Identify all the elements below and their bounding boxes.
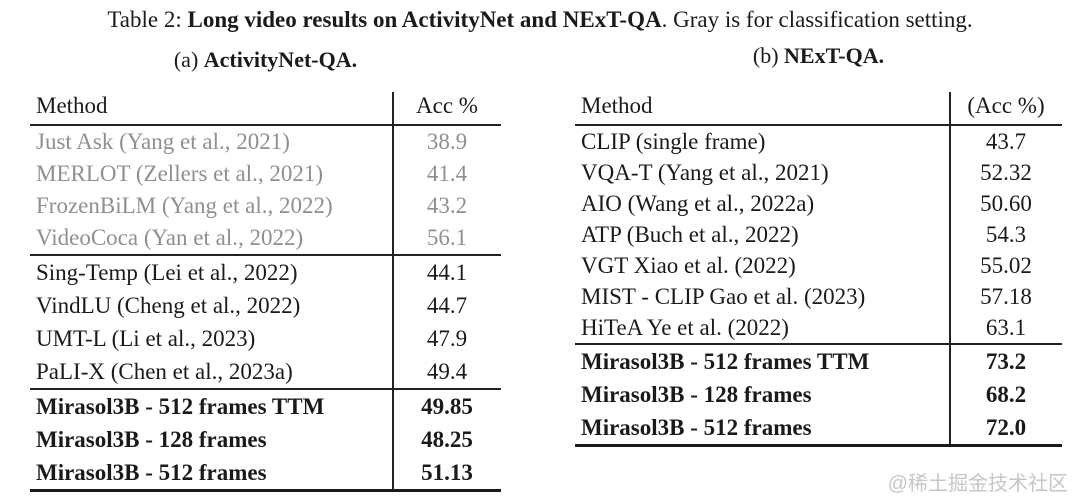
method-cell: MIST - CLIP Gao et al. (2023) (581, 284, 866, 309)
watermark: @稀土掘金技术社区 (887, 473, 1068, 495)
acc-cell: 43.7 (985, 129, 1027, 154)
acc-cell: 50.60 (980, 191, 1032, 216)
acc-cell: 38.9 (426, 129, 468, 154)
method-cell: AIO (Wang et al., 2022a) (581, 191, 815, 216)
method-cell: PaLI-X (Chen et al., 2023a) (36, 359, 293, 384)
subcaption-a-period: . (351, 47, 358, 72)
baselines-section: CLIP (single frame) 43.7 VQA-T (Yang et … (575, 126, 1062, 345)
header-method: Method (36, 93, 108, 118)
header-method: Method (581, 93, 653, 118)
method-cell: VideoCoca (Yan et al., 2022) (36, 225, 304, 250)
nextqa-table: Method (Acc %) CLIP (single frame) 43.7 … (575, 88, 1062, 447)
table-row: MERLOT (Zellers et al., 2021) 41.4 (30, 158, 501, 190)
table-caption: Table 2: Long video results on ActivityN… (0, 5, 1080, 35)
method-cell: Mirasol3B - 512 frames (581, 415, 812, 440)
table-row: AIO (Wang et al., 2022a) 50.60 (575, 188, 1062, 219)
acc-cell: 44.1 (426, 260, 468, 285)
method-cell: Mirasol3B - 512 frames (36, 460, 267, 485)
acc-cell: 55.02 (980, 253, 1032, 278)
acc-cell: 47.9 (426, 326, 468, 351)
method-cell: HiTeA Ye et al. (2022) (581, 315, 789, 340)
acc-cell: 54.3 (985, 222, 1027, 247)
table-row: Mirasol3B - 128 frames 48.25 (30, 423, 501, 456)
table-row: VGT Xiao et al. (2022) 55.02 (575, 250, 1062, 281)
caption-bold-text: Long video results on ActivityNet and NE… (187, 7, 662, 32)
acc-cell: 56.1 (426, 225, 468, 250)
method-cell: Just Ask (Yang et al., 2021) (36, 129, 290, 154)
method-cell: MERLOT (Zellers et al., 2021) (36, 161, 324, 186)
table-header: Method (Acc %) (575, 88, 1062, 126)
acc-cell: 73.2 (985, 349, 1027, 374)
method-cell: VQA-T (Yang et al., 2021) (581, 160, 829, 185)
subcaption-a: (a) ActivityNet-QA. (30, 46, 501, 74)
method-cell: Mirasol3B - 512 frames TTM (581, 349, 870, 374)
acc-cell: 41.4 (426, 161, 468, 186)
mirasol-section: Mirasol3B - 512 frames TTM 73.2 Mirasol3… (575, 345, 1062, 447)
table-row: MIST - CLIP Gao et al. (2023) 57.18 (575, 281, 1062, 312)
caption-prefix: Table 2: (107, 7, 188, 32)
acc-cell: 51.13 (421, 460, 473, 485)
method-cell: Sing-Temp (Lei et al., 2022) (36, 260, 298, 285)
method-cell: ATP (Buch et al., 2022) (581, 222, 799, 247)
header-acc: Acc % (416, 93, 478, 118)
acc-cell: 68.2 (985, 382, 1027, 407)
caption-suffix: . Gray is for classification setting. (661, 7, 973, 32)
subcaption-b-title: NExT-QA (784, 43, 879, 68)
acc-cell: 52.32 (980, 160, 1032, 185)
table-row: VindLU (Cheng et al., 2022) 44.7 (30, 289, 501, 322)
subcaption-b-period: . (878, 43, 885, 68)
subcaption-b: (b) NExT-QA. (575, 42, 1062, 70)
acc-cell: 49.85 (421, 394, 473, 419)
table-row: FrozenBiLM (Yang et al., 2022) 43.2 (30, 190, 501, 222)
table-row: Mirasol3B - 512 frames TTM 73.2 (575, 345, 1062, 378)
acc-cell: 48.25 (421, 427, 473, 452)
mirasol-section: Mirasol3B - 512 frames TTM 49.85 Mirasol… (30, 390, 501, 492)
classification-section: Just Ask (Yang et al., 2021) 38.9 MERLOT… (30, 126, 501, 256)
method-cell: FrozenBiLM (Yang et al., 2022) (36, 193, 333, 218)
acc-cell: 44.7 (426, 293, 468, 318)
method-cell: UMT-L (Li et al., 2023) (36, 326, 256, 351)
table-row: Mirasol3B - 512 frames 51.13 (30, 456, 501, 489)
table-row: PaLI-X (Chen et al., 2023a) 49.4 (30, 355, 501, 388)
table-row: VideoCoca (Yan et al., 2022) 56.1 (30, 222, 501, 254)
acc-cell: 43.2 (426, 193, 468, 218)
method-cell: Mirasol3B - 128 frames (36, 427, 267, 452)
column-divider (392, 92, 394, 490)
subcaption-b-label: (b) (752, 43, 785, 68)
acc-cell: 63.1 (985, 315, 1027, 340)
method-cell: VindLU (Cheng et al., 2022) (36, 293, 301, 318)
header-acc: (Acc %) (967, 93, 1045, 118)
method-cell: Mirasol3B - 512 frames TTM (36, 394, 325, 419)
method-cell: Mirasol3B - 128 frames (581, 382, 812, 407)
table-row: Mirasol3B - 512 frames 72.0 (575, 411, 1062, 444)
table-row: Mirasol3B - 128 frames 68.2 (575, 378, 1062, 411)
table-row: ATP (Buch et al., 2022) 54.3 (575, 219, 1062, 250)
table-row: Just Ask (Yang et al., 2021) 38.9 (30, 126, 501, 158)
table-row: Sing-Temp (Lei et al., 2022) 44.1 (30, 256, 501, 289)
acc-cell: 72.0 (985, 415, 1027, 440)
baselines-section: Sing-Temp (Lei et al., 2022) 44.1 VindLU… (30, 256, 501, 390)
column-divider (949, 92, 951, 445)
method-cell: VGT Xiao et al. (2022) (581, 253, 796, 278)
subcaption-a-title: ActivityNet-QA (203, 47, 352, 72)
table-row: CLIP (single frame) 43.7 (575, 126, 1062, 157)
table-row: HiTeA Ye et al. (2022) 63.1 (575, 312, 1062, 343)
subcaption-a-label: (a) (173, 47, 204, 72)
method-cell: CLIP (single frame) (581, 129, 766, 154)
activitynet-table: Method Acc % Just Ask (Yang et al., 2021… (30, 88, 501, 492)
table-row: Mirasol3B - 512 frames TTM 49.85 (30, 390, 501, 423)
subtable-activitynet: (a) ActivityNet-QA. Method Acc % Just As… (30, 46, 501, 492)
table-row: UMT-L (Li et al., 2023) 47.9 (30, 322, 501, 355)
acc-cell: 49.4 (426, 359, 468, 384)
table-row: VQA-T (Yang et al., 2021) 52.32 (575, 157, 1062, 188)
subtable-nextqa: (b) NExT-QA. Method (Acc %) CLIP (single… (575, 42, 1062, 447)
table-header: Method Acc % (30, 88, 501, 126)
acc-cell: 57.18 (980, 284, 1032, 309)
